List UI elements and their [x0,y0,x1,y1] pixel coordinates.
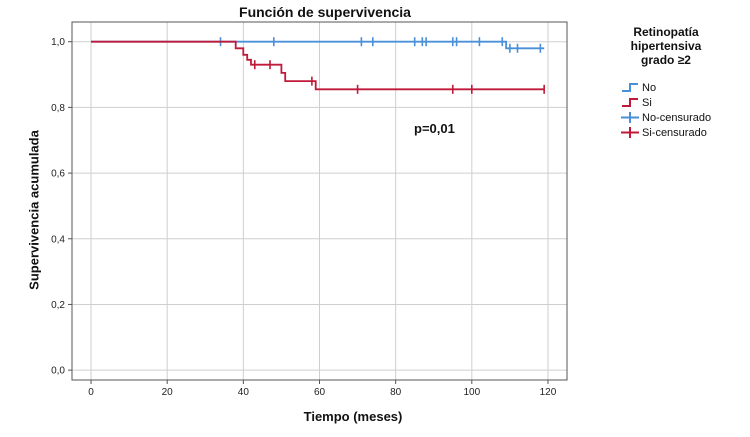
y-tick-label: 0,2 [51,300,65,311]
legend-swatch-si-icon [622,98,638,107]
legend-swatch-no-censurado-icon [621,112,639,123]
x-tick-label: 20 [162,387,174,398]
x-tick-label: 120 [540,387,557,398]
x-tick-label: 100 [463,387,480,398]
legend-label: No-censurado [642,111,712,124]
legend-item-no-censurado: No-censurado [620,110,711,125]
x-axis-label: Tiempo (meses) [303,409,403,424]
y-tick-label: 0,6 [51,169,65,180]
legend: No Si No-censurado Si-censurado [620,80,711,140]
legend-title-line: hipertensiva [630,39,702,53]
y-axis-label: Supervivencia acumulada [26,130,42,290]
legend-item-si-censurado: Si-censurado [620,125,711,140]
legend-title-line: Retinopatía [633,25,699,39]
x-tick-label: 60 [314,387,326,398]
legend-swatch-si-censurado-icon [621,127,639,138]
chart-title: Función de supervivencia [239,4,411,20]
x-tick-label: 0 [88,387,94,398]
x-tick-label: 80 [390,387,402,398]
y-tick-label: 0,8 [51,103,65,114]
legend-label: Si-censurado [642,126,707,139]
legend-label: No [642,81,657,94]
legend-title-line: grado ≥2 [641,53,691,67]
y-tick-label: 0,0 [51,366,65,377]
legend-title: Retinopatía hipertensiva grado ≥2 [614,25,718,67]
legend-item-si: Si [620,95,711,110]
legend-item-no: No [620,80,711,95]
legend-swatch-no-icon [622,83,638,92]
y-tick-label: 0,4 [51,234,65,245]
survival-line-no [91,40,545,50]
y-tick-label: 1,0 [51,37,65,48]
survival-line-si [91,40,545,91]
p-value-annotation: p=0,01 [414,121,455,136]
legend-label: Si [642,96,652,109]
x-tick-label: 40 [238,387,250,398]
